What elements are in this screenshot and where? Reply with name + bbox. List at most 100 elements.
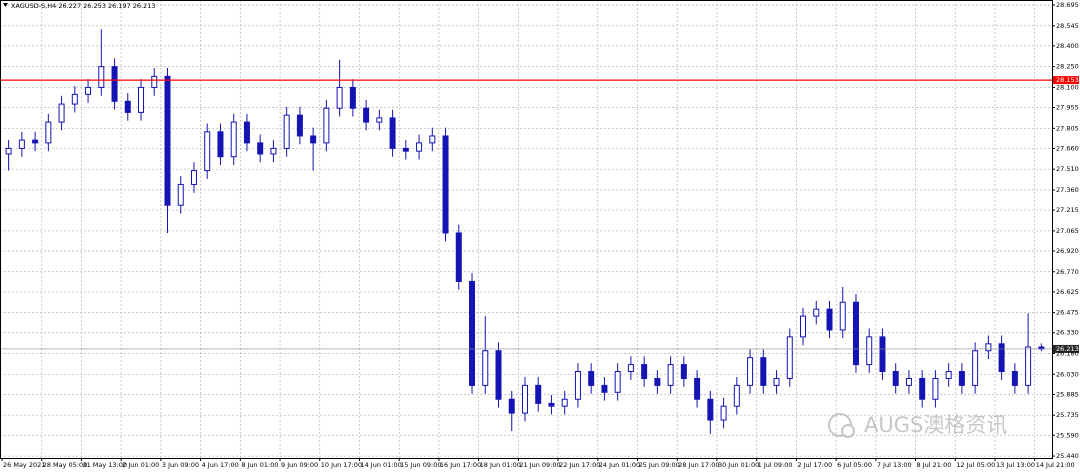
x-tick-label: 15 Jun 09:00 xyxy=(400,461,441,469)
overlay: 28.153 26.213 xyxy=(0,76,1079,353)
candle-body xyxy=(945,371,952,379)
x-tick-label: 4 Jun 17:00 xyxy=(202,461,239,469)
candle-body xyxy=(786,336,793,379)
x-tick-label: 9 Jun 09:00 xyxy=(281,461,318,469)
x-tick-label: 6 Jul 05:00 xyxy=(837,461,872,469)
x-tick-label: 31 May 13:00 xyxy=(82,461,127,469)
candle-body xyxy=(363,107,370,123)
candle-body xyxy=(32,139,39,144)
x-tick-label: 7 Jul 13:00 xyxy=(877,461,912,469)
candle-body xyxy=(45,121,52,144)
candle-body xyxy=(230,121,237,158)
candle-body xyxy=(336,86,343,109)
candle-body xyxy=(694,377,701,400)
watermark-text: AUGS澳格资讯 xyxy=(864,413,1007,437)
candle-body xyxy=(138,86,145,113)
y-tick-label: 27.065 xyxy=(1056,227,1079,235)
x-tick-label: 2 Jun 01:00 xyxy=(122,461,159,469)
candle-body xyxy=(71,93,78,105)
y-tick-label: 26.180 xyxy=(1056,350,1079,358)
candle-body xyxy=(680,364,687,379)
candle-body xyxy=(1025,346,1032,386)
x-tick-label: 21 Jun 09:00 xyxy=(519,461,560,469)
candle-body xyxy=(535,384,542,404)
candle-body xyxy=(852,301,859,366)
candle-body xyxy=(177,183,184,206)
candle-body xyxy=(217,131,224,158)
candle-body xyxy=(190,170,197,185)
x-tick-label: 24 Jun 01:00 xyxy=(599,461,640,469)
price-label-box xyxy=(1053,76,1079,85)
price-label-box xyxy=(1053,344,1079,353)
candle-body xyxy=(111,66,118,102)
candle-body xyxy=(601,384,608,393)
x-tick-label: 8 Jul 21:00 xyxy=(917,461,952,469)
candle-body xyxy=(747,357,754,386)
candle-body xyxy=(164,75,171,206)
candle-body xyxy=(151,75,158,88)
x-tick-label: 28 May 05:00 xyxy=(43,461,88,469)
y-tick-label: 27.215 xyxy=(1056,206,1079,214)
y-tick-label: 25.590 xyxy=(1056,431,1079,439)
candle-body xyxy=(985,343,992,352)
candle-body xyxy=(998,343,1005,373)
y-tick-label: 25.885 xyxy=(1056,390,1079,398)
candle-body xyxy=(270,147,277,155)
y-tick-label: 26.475 xyxy=(1056,309,1079,317)
candle-body xyxy=(826,308,833,331)
y-tick-label: 28.100 xyxy=(1056,83,1079,91)
plot-frame xyxy=(0,0,1053,459)
candle-body xyxy=(482,350,489,386)
candle-body xyxy=(323,107,330,144)
x-tick-label: 10 Jun 17:00 xyxy=(321,461,362,469)
x-tick-label: 26 May 2021 xyxy=(3,461,45,469)
x-tick-label: 28 Jun 17:00 xyxy=(678,461,719,469)
candle-body xyxy=(429,135,436,144)
candle-body xyxy=(58,103,65,123)
candle-body xyxy=(760,357,767,386)
x-tick-label: 8 Jun 01:00 xyxy=(241,461,278,469)
y-tick-label: 27.955 xyxy=(1056,104,1079,112)
candle-body xyxy=(296,114,303,137)
x-tick-label: 12 Jul 05:00 xyxy=(956,461,995,469)
x-tick-label: 30 Jun 01:00 xyxy=(718,461,759,469)
symbol-marker xyxy=(3,3,8,7)
candle-body xyxy=(892,371,899,386)
y-tick-label: 25.440 xyxy=(1056,452,1079,460)
candle-body xyxy=(839,301,846,331)
candle-body xyxy=(667,364,674,386)
candle-body xyxy=(813,308,820,317)
x-tick-label: 14 Jul 21:00 xyxy=(1036,461,1075,469)
y-tick-label: 26.030 xyxy=(1056,370,1079,378)
candle-body xyxy=(879,336,886,373)
candle-body xyxy=(469,280,476,386)
chart-title: XAGUSD-S,H4 26.227 26.253 26.197 26.213 xyxy=(11,2,156,10)
candle-body xyxy=(98,66,105,88)
price-label: 26.213 xyxy=(1056,345,1079,353)
candle-body xyxy=(243,121,250,144)
candle-body xyxy=(720,405,727,421)
y-tick-label: 28.400 xyxy=(1056,42,1079,50)
watermark-icon xyxy=(841,424,855,438)
price-label: 28.153 xyxy=(1056,76,1079,84)
y-tick-label: 28.545 xyxy=(1056,22,1079,30)
candle-body xyxy=(588,371,595,386)
x-tick-label: 1 Jul 09:00 xyxy=(758,461,793,469)
watermark: AUGS澳格资讯 xyxy=(828,413,1007,438)
grid xyxy=(0,0,1052,458)
x-tick-label: 16 Jun 17:00 xyxy=(440,461,481,469)
x-tick-label: 14 Jun 01:00 xyxy=(360,461,401,469)
candle-body xyxy=(85,86,92,95)
candle-body xyxy=(204,131,211,172)
candle-body xyxy=(442,135,449,234)
candle-body xyxy=(932,377,939,400)
candle-body xyxy=(521,384,528,414)
x-tick-label: 13 Jul 13:00 xyxy=(996,461,1035,469)
y-tick-label: 25.735 xyxy=(1056,411,1079,419)
candle-body xyxy=(402,147,409,152)
x-tick-label: 25 Jun 09:00 xyxy=(639,461,680,469)
x-tick-label: 22 Jun 17:00 xyxy=(559,461,600,469)
candle-body xyxy=(495,350,502,400)
candle-body xyxy=(654,377,661,386)
y-tick-label: 26.625 xyxy=(1056,288,1079,296)
